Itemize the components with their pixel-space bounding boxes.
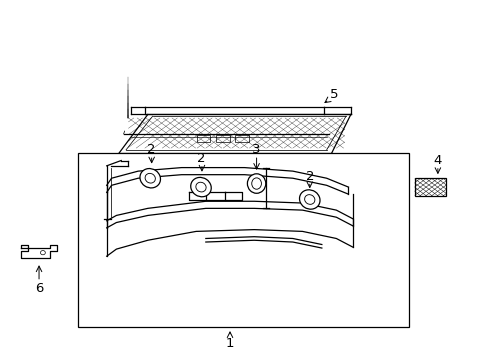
Ellipse shape bbox=[196, 182, 206, 192]
Ellipse shape bbox=[247, 174, 265, 193]
Bar bbox=[235, 135, 248, 142]
Text: 5: 5 bbox=[329, 89, 338, 102]
Ellipse shape bbox=[41, 251, 45, 255]
Text: 2: 2 bbox=[305, 170, 313, 183]
Ellipse shape bbox=[251, 178, 261, 189]
Text: 2: 2 bbox=[196, 152, 205, 165]
Ellipse shape bbox=[190, 177, 211, 197]
Ellipse shape bbox=[140, 168, 160, 188]
Bar bbox=[414, 178, 446, 196]
Text: 4: 4 bbox=[433, 154, 441, 167]
Bar bbox=[78, 153, 408, 327]
Text: 3: 3 bbox=[252, 143, 260, 156]
Ellipse shape bbox=[145, 174, 155, 183]
Bar bbox=[196, 135, 210, 142]
Bar bbox=[216, 135, 229, 142]
Ellipse shape bbox=[304, 195, 314, 204]
Text: 6: 6 bbox=[35, 282, 43, 294]
Ellipse shape bbox=[299, 190, 319, 209]
Text: 2: 2 bbox=[147, 143, 156, 156]
Text: 1: 1 bbox=[225, 337, 234, 350]
